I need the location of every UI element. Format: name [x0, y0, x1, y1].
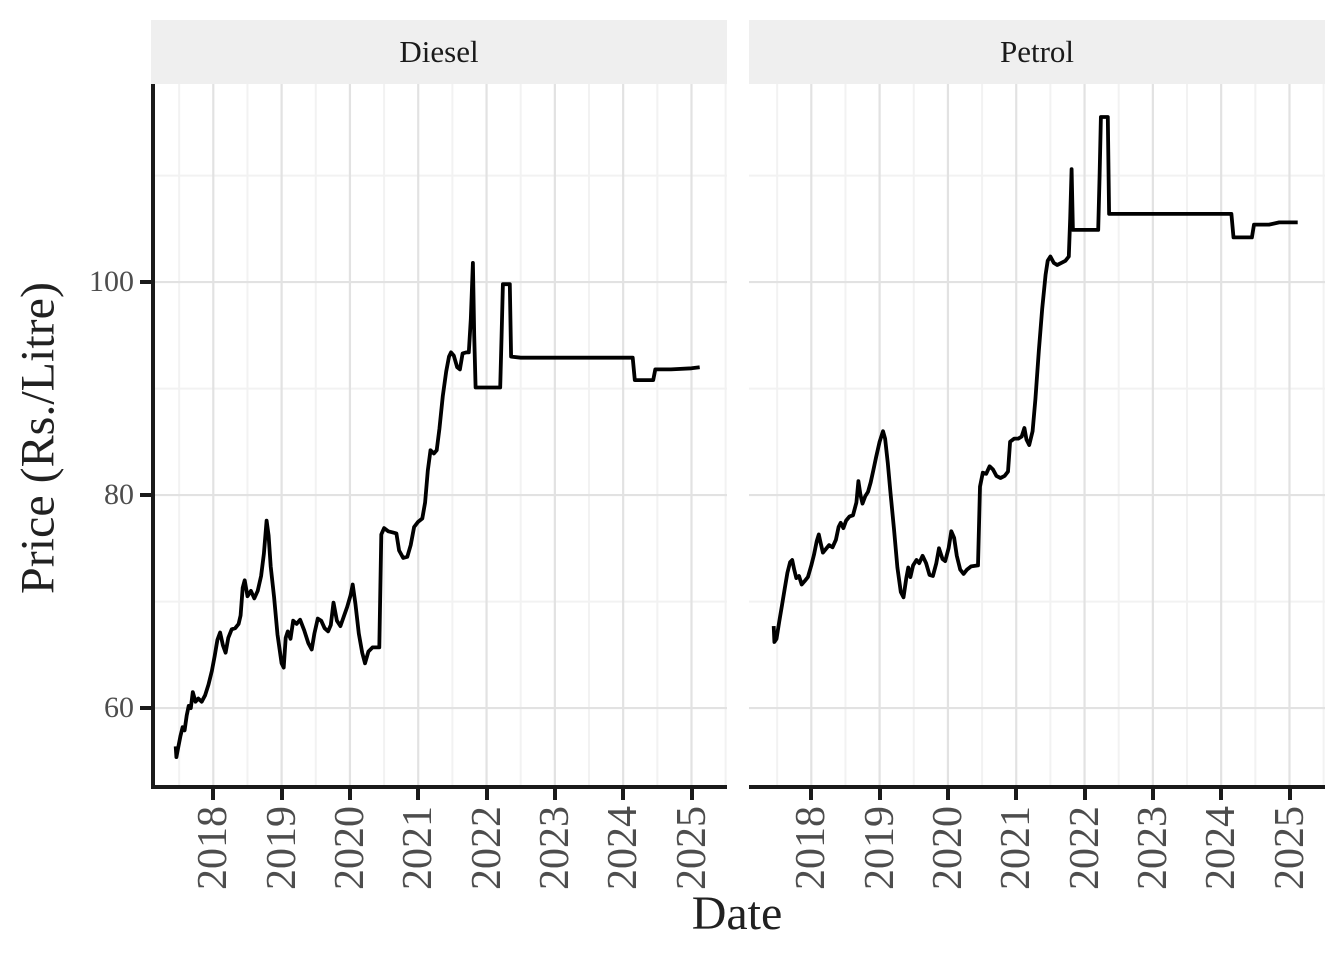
x-tick-mark [1219, 789, 1224, 800]
x-tick-mark [1150, 789, 1155, 800]
y-tick-label: 60 [104, 691, 134, 725]
x-tick-mark [279, 789, 284, 800]
x-tick-mark [621, 789, 626, 800]
facet-strip-label-diesel: Diesel [399, 34, 479, 69]
facet-strip-label-petrol: Petrol [999, 34, 1075, 69]
x-tick-mark [211, 789, 216, 800]
x-axis-title: Date [691, 887, 783, 940]
facet-panel-diesel [151, 84, 727, 789]
x-tick-mark [945, 789, 950, 800]
x-tick-mark [809, 789, 814, 800]
price-series-line [173, 261, 700, 759]
facet-strip-petrol: Petrol [749, 20, 1325, 84]
x-tick-mark [484, 789, 489, 800]
x-tick-mark [416, 789, 421, 800]
y-tick-label: 100 [89, 265, 134, 299]
y-tick-mark [140, 280, 151, 285]
y-tick-mark [140, 706, 151, 711]
x-tick-mark [877, 789, 882, 800]
x-tick-mark [1287, 789, 1292, 800]
x-tick-mark [347, 789, 352, 800]
y-tick-label: 80 [104, 478, 134, 512]
price-series-line [771, 115, 1298, 644]
diesel-price-line-chart [151, 84, 727, 789]
y-tick-mark [140, 493, 151, 498]
facet-strip-diesel: Diesel [151, 20, 727, 84]
petrol-price-line-chart [749, 84, 1325, 789]
facet-panel-petrol [749, 84, 1325, 789]
x-tick-mark [1014, 789, 1019, 800]
x-tick-mark [1082, 789, 1087, 800]
x-tick-mark [552, 789, 557, 800]
x-tick-mark [689, 789, 694, 800]
